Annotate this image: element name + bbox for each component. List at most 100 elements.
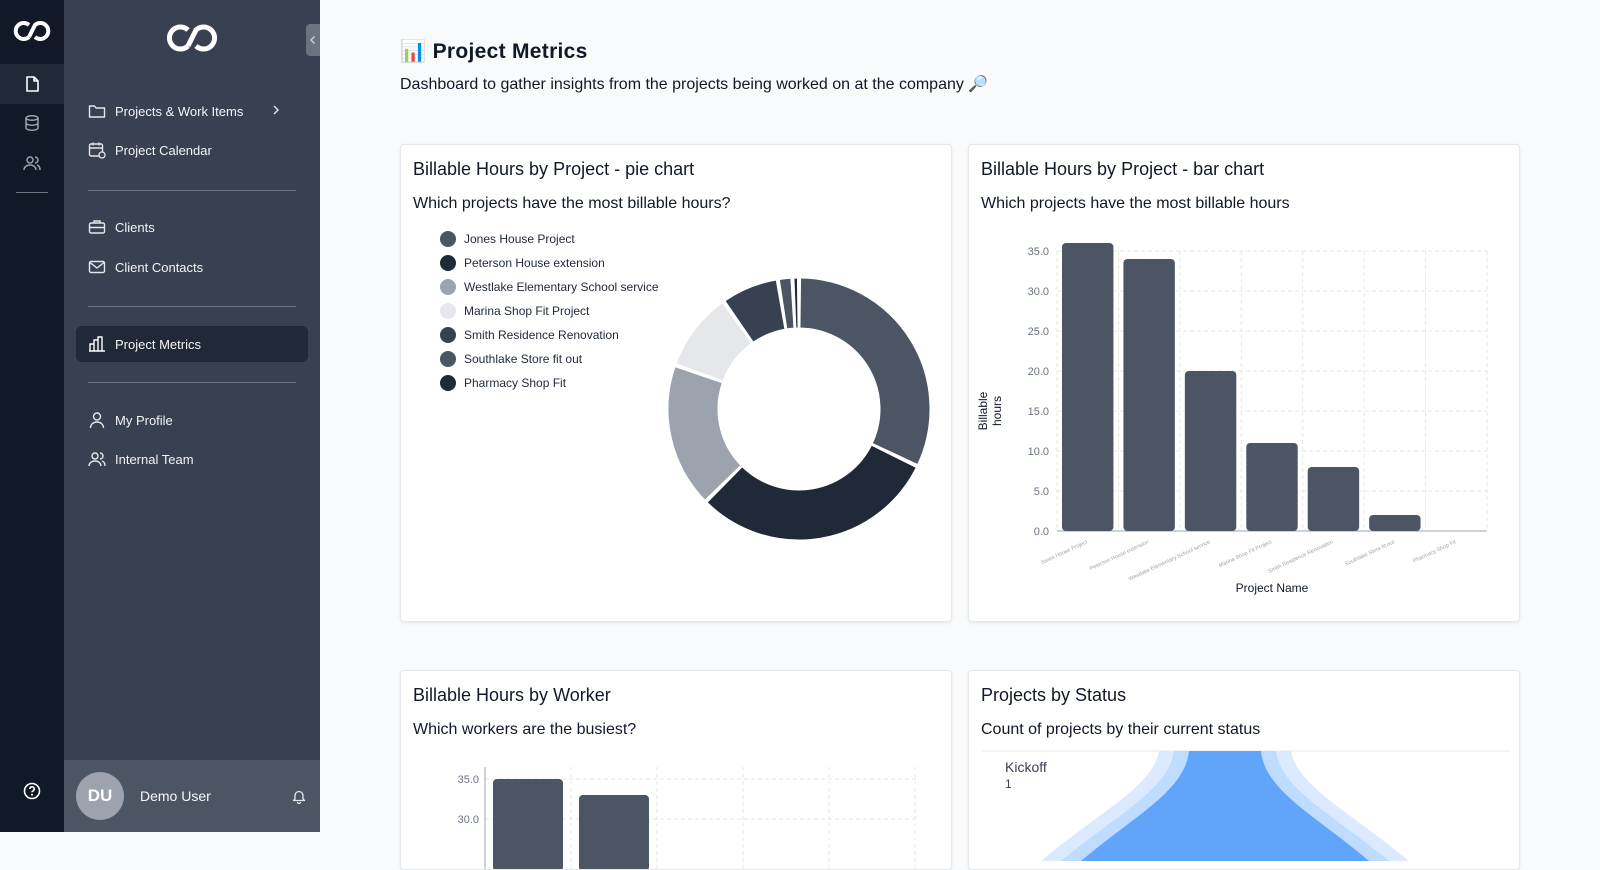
bar <box>1062 243 1114 531</box>
sidebar-item-project-metrics[interactable]: Project Metrics <box>76 326 308 362</box>
pie-chart <box>667 277 931 541</box>
bell-icon[interactable] <box>292 789 306 809</box>
x-tick-label: Jones House Project <box>1040 539 1089 566</box>
status-chart-card: Projects by Status Count of projects by … <box>968 670 1520 870</box>
help-icon[interactable] <box>17 776 47 806</box>
bar <box>1123 259 1175 531</box>
funnel-stage-value: 1 <box>1005 777 1012 791</box>
bar-chart: 0.0 5.0 10.0 15.0 20.0 25.0 30.0 35.0 Jones Hous… <box>976 243 1488 595</box>
database-icon[interactable] <box>17 108 47 138</box>
card-title: Billable Hours by Worker <box>413 685 611 705</box>
sidebar-item-label: Client Contacts <box>115 259 204 275</box>
user-footer[interactable]: DU Demo User <box>64 760 320 832</box>
bar <box>493 779 563 869</box>
sidebar: Projects & Work Items Project Calendar C… <box>64 0 320 832</box>
avatar[interactable]: DU <box>76 772 124 820</box>
pie-slice <box>793 277 799 329</box>
user-name: Demo User <box>140 788 211 804</box>
legend-item[interactable]: Smith Residence Renovation <box>440 323 659 347</box>
y-tick-label: 25.0 <box>1028 326 1049 338</box>
pie-chart-card: Billable Hours by Project - pie chart Wh… <box>400 144 952 622</box>
card-subtitle: Which projects have the most billable ho… <box>981 195 1290 212</box>
icon-rail <box>0 0 64 832</box>
briefcase-icon <box>88 220 106 234</box>
pie-slice <box>706 444 917 541</box>
legend-swatch <box>440 375 456 391</box>
y-tick-label: 20.0 <box>1028 366 1049 378</box>
sidebar-item-clients[interactable]: Clients <box>76 209 308 245</box>
y-tick-label: 35.0 <box>458 774 479 786</box>
x-tick-label: Marina Shop Fit Project <box>1218 539 1273 569</box>
bar <box>1184 371 1237 531</box>
worker-bar-chart: 35.0 30.0 <box>458 767 917 869</box>
bar-chart-card: Billable Hours by Project - bar chart Wh… <box>968 144 1520 622</box>
legend-label: Marina Shop Fit Project <box>464 304 590 318</box>
sidebar-item-calendar[interactable]: Project Calendar <box>76 132 308 168</box>
pie-slice <box>667 366 742 501</box>
card-title: Billable Hours by Project - bar chart <box>981 159 1265 179</box>
y-tick-label: 15.0 <box>1028 406 1049 418</box>
pie-slice <box>724 279 786 343</box>
y-tick-label: 30.0 <box>1028 286 1049 298</box>
x-axis-label: Project Name <box>1236 581 1309 595</box>
legend-swatch <box>440 303 456 319</box>
pie-legend: Jones House Project Peterson House extens… <box>440 227 659 395</box>
legend-label: Peterson House extension <box>464 256 605 270</box>
page-subtitle: Dashboard to gather insights from the pr… <box>400 76 989 93</box>
calendar-icon <box>88 142 106 159</box>
documents-rail-icon[interactable] <box>0 64 64 104</box>
users-rail-icon[interactable] <box>17 148 47 178</box>
y-axis-label: Billable <box>976 391 990 430</box>
funnel-stage-label: Kickoff <box>1005 759 1047 775</box>
sidebar-item-my-profile[interactable]: My Profile <box>76 402 308 438</box>
card-title: Billable Hours by Project - pie chart <box>413 159 695 179</box>
user-icon <box>89 412 105 429</box>
card-subtitle: Count of projects by their current statu… <box>981 721 1261 738</box>
legend-item[interactable]: Marina Shop Fit Project <box>440 299 659 323</box>
legend-item[interactable]: Jones House Project <box>440 227 659 251</box>
sidebar-item-label: My Profile <box>115 412 173 428</box>
sidebar-item-client-contacts[interactable]: Client Contacts <box>76 249 308 285</box>
legend-item[interactable]: Westlake Elementary School service <box>440 275 659 299</box>
worker-chart-card: Billable Hours by Worker Which workers a… <box>400 670 952 870</box>
legend-label: Smith Residence Renovation <box>464 328 619 342</box>
chevron-right-icon <box>273 105 279 115</box>
pie-slice <box>675 301 753 382</box>
bar-chart-icon <box>89 336 105 352</box>
sidebar-item-internal-team[interactable]: Internal Team <box>76 441 308 477</box>
y-tick-label: 35.0 <box>1028 246 1049 258</box>
logo-icon[interactable] <box>12 18 52 49</box>
sidebar-item-label: Project Calendar <box>115 142 212 158</box>
chevron-left-icon <box>310 36 315 44</box>
legend-label: Southlake Store fit out <box>464 352 583 366</box>
folder-icon <box>88 105 106 118</box>
mail-icon <box>88 260 106 274</box>
pie-slice <box>778 277 795 330</box>
legend-swatch <box>440 231 456 247</box>
legend-label: Westlake Elementary School service <box>464 280 659 294</box>
bar <box>579 795 649 869</box>
sidebar-item-label: Project Metrics <box>115 336 201 352</box>
legend-swatch <box>440 351 456 367</box>
funnel-chart <box>981 750 1509 861</box>
sidebar-item-projects[interactable]: Projects & Work Items <box>76 93 308 129</box>
sidebar-collapse-button[interactable] <box>306 24 320 56</box>
users-icon <box>88 452 106 467</box>
brand-logo-icon[interactable] <box>160 20 224 61</box>
sidebar-item-label: Clients <box>115 219 155 235</box>
legend-item[interactable]: Peterson House extension <box>440 251 659 275</box>
card-title: Projects by Status <box>981 685 1127 705</box>
bar <box>1307 467 1360 531</box>
y-axis-label: hours <box>990 396 1004 426</box>
legend-item[interactable]: Southlake Store fit out <box>440 347 659 371</box>
x-tick-label: Pharmacy Shop Fit <box>1412 539 1457 564</box>
y-tick-label: 5.0 <box>1034 486 1049 498</box>
x-tick-label: Smith Residence Renovation <box>1267 539 1334 574</box>
legend-label: Jones House Project <box>464 232 575 246</box>
main-content: 📊 Project Metrics Dashboard to gather in… <box>320 0 1600 870</box>
legend-swatch <box>440 327 456 343</box>
nav-divider <box>88 190 296 191</box>
rail-divider <box>16 192 48 193</box>
legend-swatch <box>440 255 456 271</box>
legend-item[interactable]: Pharmacy Shop Fit <box>440 371 659 395</box>
